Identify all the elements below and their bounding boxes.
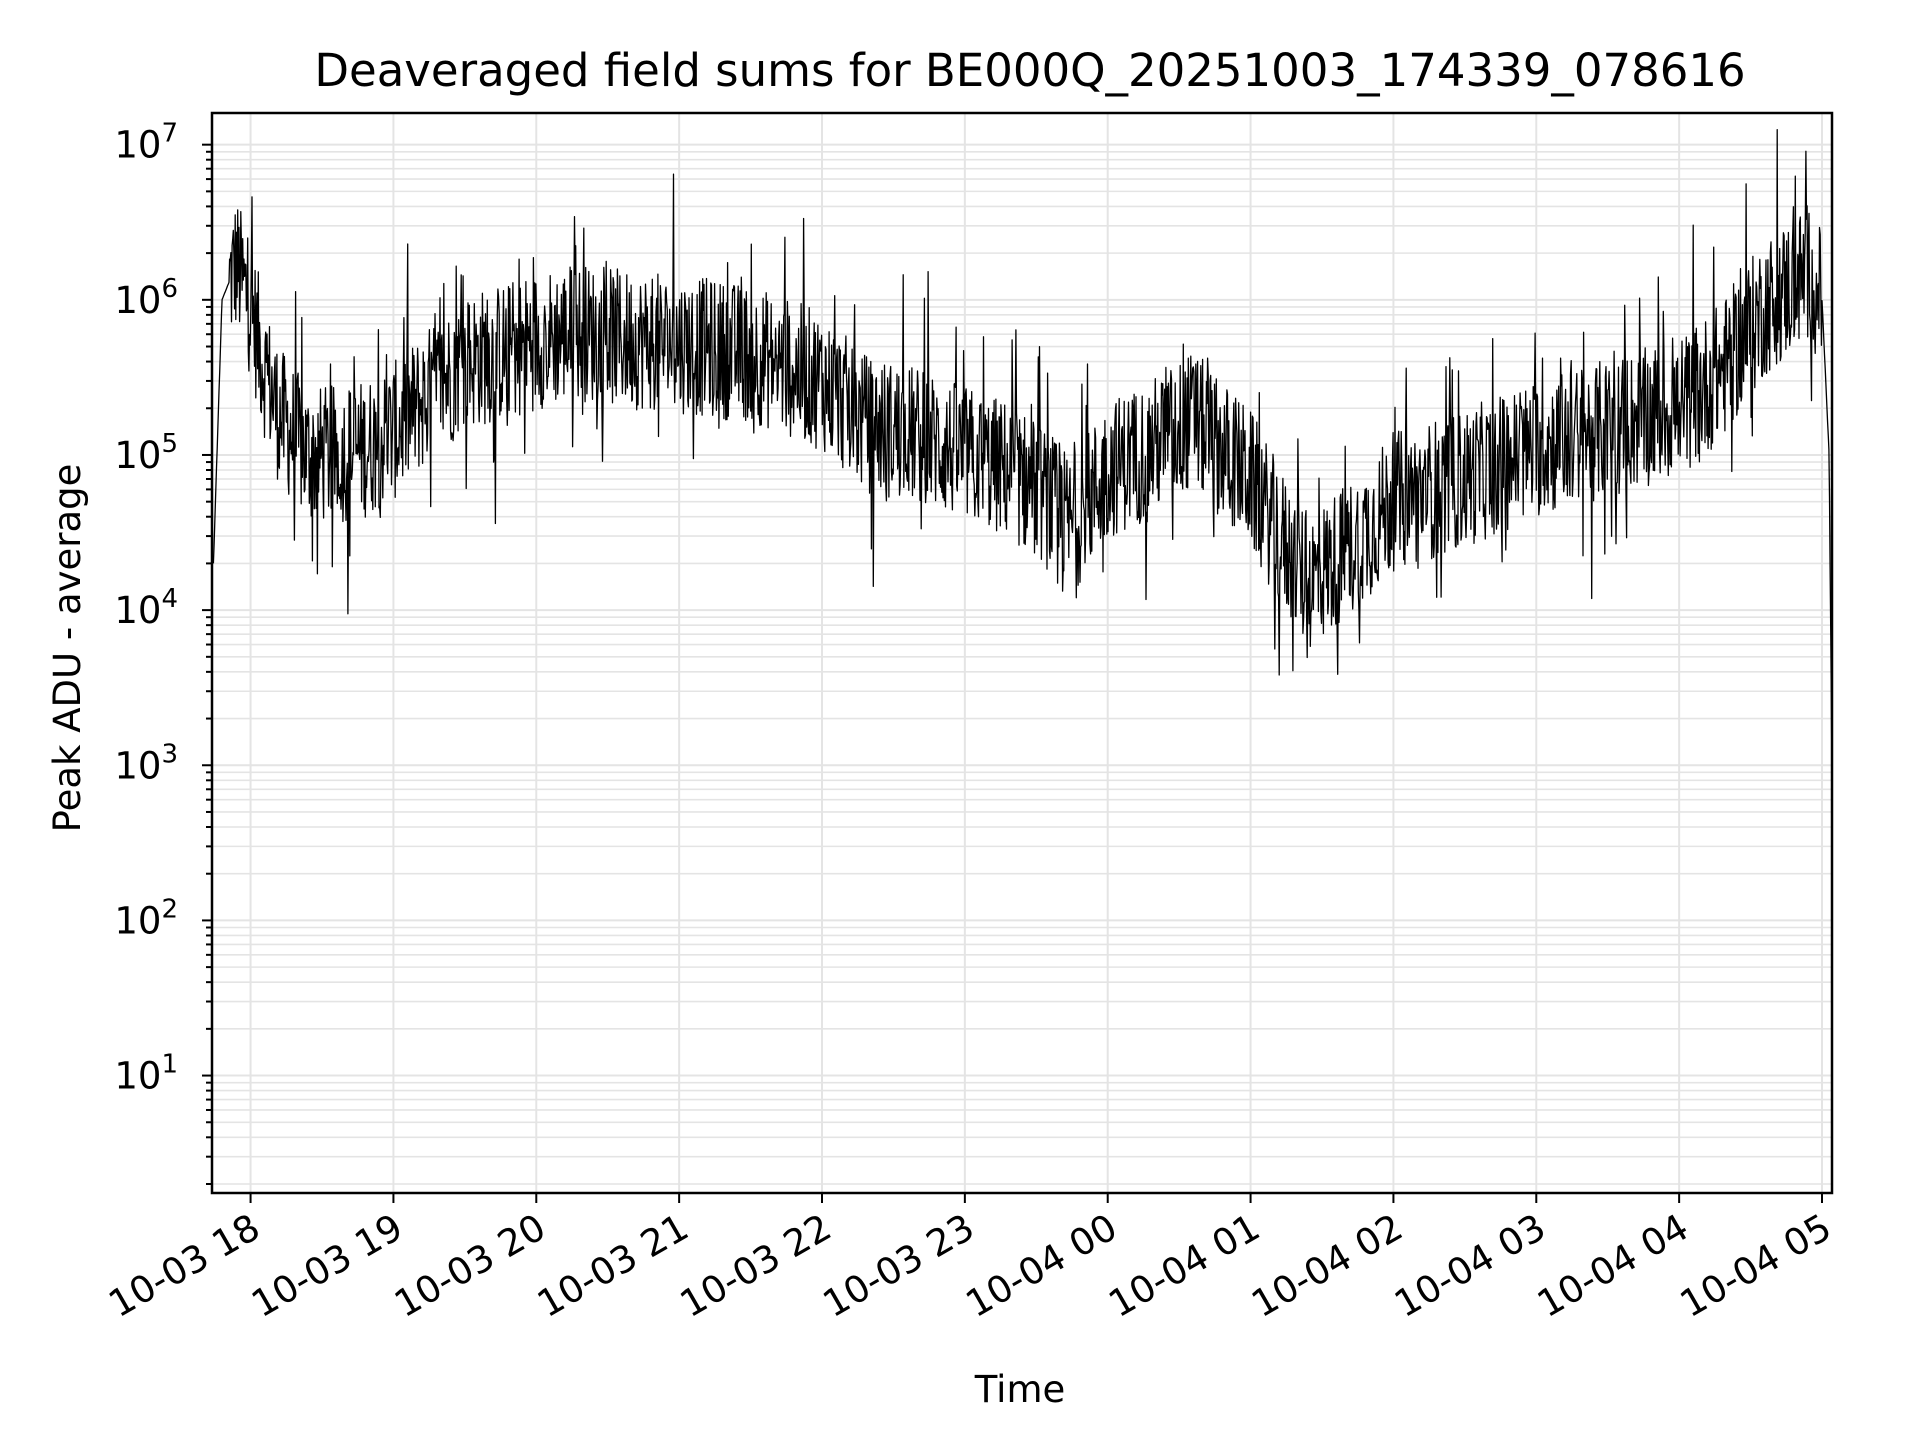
y-tick-label: 104 [114, 584, 178, 632]
y-tick-label: 103 [114, 739, 178, 787]
y-tick-label: 101 [114, 1050, 178, 1098]
y-tick-label: 102 [114, 894, 178, 942]
y-axis-ticks: 101 102 103 104 105 106 107 [114, 119, 212, 1186]
y-tick-label: 106 [114, 274, 178, 322]
series-line [212, 129, 1833, 781]
chart-title: Deaveraged field sums for BE000Q_2025100… [314, 44, 1745, 97]
y-axis-label: Peak ADU - average [46, 464, 89, 833]
plot-frame [210, 111, 1834, 1195]
data-series [212, 129, 1833, 781]
x-axis-label: Time [974, 1368, 1066, 1411]
y-tick-label: 107 [114, 119, 178, 167]
grid-lines [212, 113, 1832, 1193]
y-tick-label: 105 [114, 429, 178, 477]
